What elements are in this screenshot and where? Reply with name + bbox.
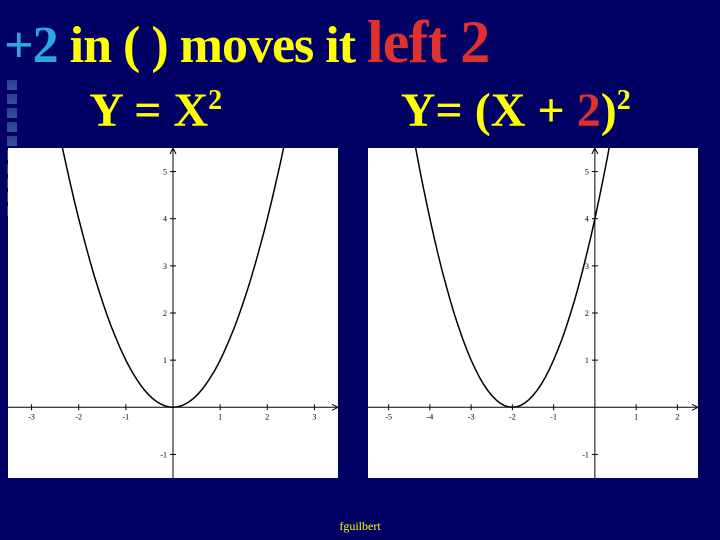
svg-text:-4: -4 [427, 412, 434, 421]
svg-text:5: 5 [585, 168, 589, 177]
eq-right-sup: 2 [617, 85, 631, 116]
svg-text:2: 2 [585, 309, 589, 318]
eq-right-prefix: Y= (X + [401, 84, 577, 137]
svg-text:-1: -1 [160, 450, 167, 459]
svg-text:5: 5 [163, 168, 167, 177]
svg-text:3: 3 [312, 412, 316, 421]
svg-text:1: 1 [163, 356, 167, 365]
equation-left: Y = X2 [89, 83, 222, 138]
svg-text:3: 3 [163, 262, 167, 271]
slide-title: +2 in ( ) moves it left 2 [0, 0, 720, 77]
equation-right: Y= (X + 2)2 [401, 83, 631, 138]
equation-row: Y = X2 Y= (X + 2)2 [0, 83, 720, 138]
svg-text:-1: -1 [123, 412, 130, 421]
footer-credit: fguilbert [0, 519, 720, 534]
svg-text:3: 3 [585, 262, 589, 271]
eq-right-suffix: ) [601, 84, 617, 137]
eq-right-two: 2 [577, 84, 601, 137]
graph-left: -3 -2 -1 1 2 3 1 2 3 4 5 -1 [8, 148, 338, 478]
title-mid: in ( ) moves it [58, 17, 367, 74]
svg-text:2: 2 [265, 412, 269, 421]
svg-text:-3: -3 [468, 412, 475, 421]
svg-text:-1: -1 [582, 450, 589, 459]
svg-text:4: 4 [163, 215, 167, 224]
svg-text:2: 2 [163, 309, 167, 318]
svg-text:2: 2 [675, 412, 679, 421]
svg-text:-3: -3 [28, 412, 35, 421]
title-plus2: +2 [4, 17, 58, 74]
svg-text:-5: -5 [385, 412, 392, 421]
graph-right: -5 -4 -3 -2 -1 1 2 1 2 3 4 5 -1 [368, 148, 698, 478]
svg-text:1: 1 [585, 356, 589, 365]
graph-row: -3 -2 -1 1 2 3 1 2 3 4 5 -1 -5 -4 -3 -2 -1 1 2 1 2 3 4 5 -1 [0, 148, 720, 478]
svg-text:-2: -2 [509, 412, 516, 421]
svg-text:-1: -1 [550, 412, 557, 421]
svg-text:1: 1 [634, 412, 638, 421]
eq-left-prefix: Y = X [89, 84, 208, 137]
svg-text:1: 1 [218, 412, 222, 421]
svg-text:-2: -2 [75, 412, 82, 421]
eq-left-sup: 2 [208, 85, 222, 116]
svg-text:4: 4 [585, 215, 589, 224]
title-left2: left 2 [367, 9, 489, 75]
